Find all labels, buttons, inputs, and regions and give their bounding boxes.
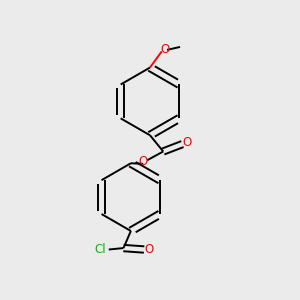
Text: Cl: Cl xyxy=(94,243,106,256)
Text: O: O xyxy=(182,136,192,149)
Text: O: O xyxy=(144,243,153,256)
Text: O: O xyxy=(138,155,148,168)
Text: O: O xyxy=(161,43,170,56)
